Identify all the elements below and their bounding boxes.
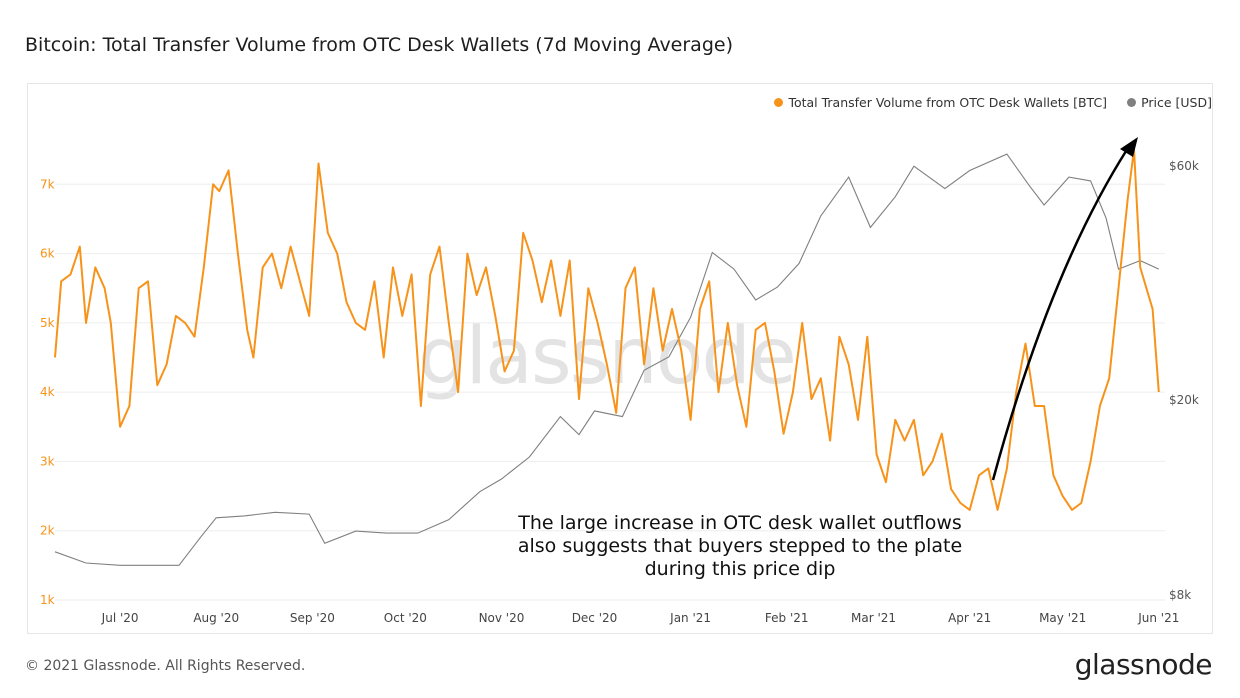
legend-dot-price <box>1127 98 1137 107</box>
y-left-tick-label: 1k <box>40 593 55 607</box>
y-right-tick-label: $60k <box>1169 159 1199 173</box>
x-tick-label: Mar '21 <box>851 611 896 625</box>
legend-item-otc[interactable]: Total Transfer Volume from OTC Desk Wall… <box>774 95 1107 110</box>
chart-panel <box>27 83 1213 634</box>
y-left-tick-label: 5k <box>40 316 55 330</box>
annotation-line: during this price dip <box>644 558 836 580</box>
annotation-line: also suggests that buyers stepped to the… <box>517 535 963 557</box>
y-right-tick-label: $20k <box>1169 393 1199 407</box>
x-tick-label: Apr '21 <box>948 611 991 625</box>
y-axis-left: 1k 2k 3k 4k 5k 6k 7k <box>40 177 55 607</box>
x-tick-label: Jan '21 <box>669 611 711 625</box>
x-tick-label: Dec '20 <box>572 611 618 625</box>
y-right-tick-label: $8k <box>1169 588 1191 602</box>
annotation-line: The large increase in OTC desk wallet ou… <box>518 512 962 534</box>
x-tick-label: Aug '20 <box>193 611 239 625</box>
x-axis: Jul '20 Aug '20 Sep '20 Oct '20 Nov '20 Dec '… <box>101 611 1180 625</box>
legend: Total Transfer Volume from OTC Desk Wall… <box>774 95 1212 110</box>
annotation-text: The large increase in OTC desk wallet ou… <box>500 512 980 581</box>
legend-dot-otc <box>774 98 784 107</box>
y-left-tick-label: 2k <box>40 524 55 538</box>
x-tick-label: Oct '20 <box>384 611 427 625</box>
y-axis-right: $8k $20k $60k <box>1169 159 1199 602</box>
x-tick-label: Nov '20 <box>479 611 525 625</box>
copyright-text: © 2021 Glassnode. All Rights Reserved. <box>25 658 306 674</box>
legend-label-otc: Total Transfer Volume from OTC Desk Wall… <box>788 95 1108 110</box>
legend-item-price[interactable]: Price [USD] <box>1127 95 1212 110</box>
x-tick-label: Feb '21 <box>765 611 809 625</box>
price-line <box>54 153 1160 566</box>
x-tick-label: Sep '20 <box>290 611 335 625</box>
otc-volume-line <box>54 148 1160 511</box>
gridlines <box>55 183 1165 601</box>
chart-title: Bitcoin: Total Transfer Volume from OTC … <box>25 34 733 56</box>
x-tick-label: Jul '20 <box>101 611 139 625</box>
x-tick-label: May '21 <box>1039 611 1086 625</box>
brand-logo[interactable]: glassnode <box>1074 648 1213 681</box>
y-left-tick-label: 3k <box>40 454 55 468</box>
annotation-arrow <box>991 137 1138 481</box>
series-lines <box>54 148 1160 566</box>
y-left-tick-label: 7k <box>40 177 55 191</box>
legend-label-price: Price [USD] <box>1141 95 1212 110</box>
x-tick-label: Jun '21 <box>1137 611 1179 625</box>
y-left-tick-label: 4k <box>40 385 55 399</box>
arrow-head <box>1120 137 1138 157</box>
y-left-tick-label: 6k <box>40 247 55 261</box>
arrow-shaft <box>991 147 1130 481</box>
